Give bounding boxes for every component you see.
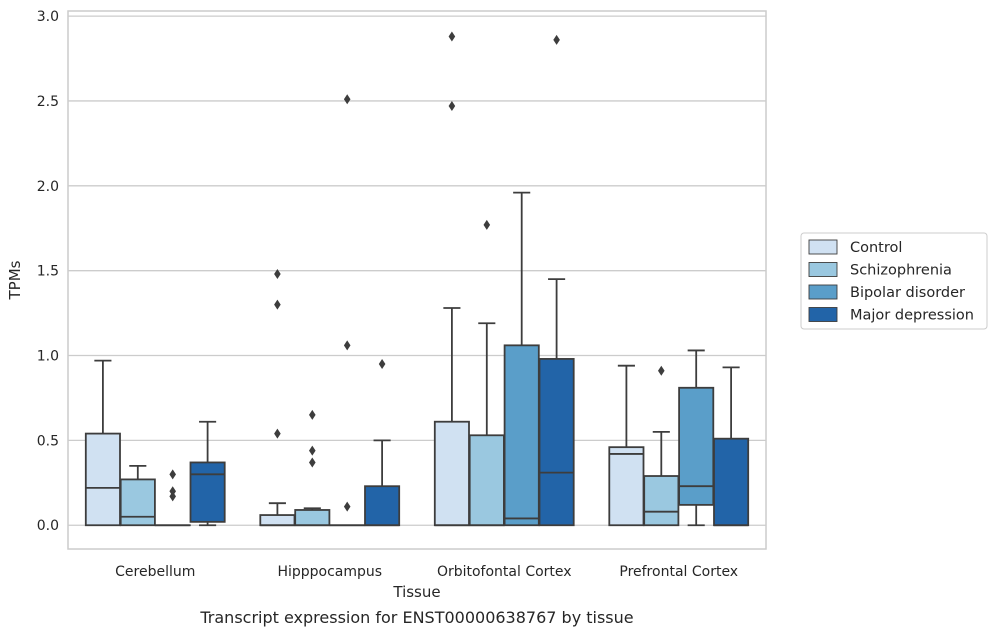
- box-body: [713, 437, 750, 527]
- x-tick-label: Hipppocampus: [277, 564, 382, 580]
- y-axis-label: TPMs: [6, 260, 24, 300]
- outlier-point: [378, 359, 386, 370]
- y-tick-label: 1.5: [37, 264, 59, 280]
- legend-label: Major depression: [850, 308, 974, 324]
- outlier-point: [274, 299, 281, 310]
- box-bipolar-disorder: [678, 349, 715, 527]
- box-layer: [84, 31, 750, 527]
- box-schizophrenia: [119, 464, 156, 527]
- outlier-point: [309, 445, 316, 456]
- legend-label: Schizophrenia: [850, 263, 952, 279]
- box-bipolar-disorder: [154, 469, 191, 527]
- box-major-depression: [713, 366, 750, 527]
- box-major-depression: [538, 34, 575, 527]
- y-tick-label: 0.0: [37, 518, 59, 534]
- box-body: [538, 358, 575, 527]
- box-body: [643, 475, 680, 527]
- outlier-point: [169, 486, 176, 497]
- box-major-depression: [364, 359, 401, 527]
- box-bipolar-disorder: [329, 94, 366, 527]
- box-body: [189, 461, 226, 523]
- box-schizophrenia: [294, 409, 331, 527]
- outlier-point: [169, 469, 176, 480]
- outlier-point: [658, 365, 665, 376]
- x-tick-label: Cerebellum: [115, 564, 195, 580]
- box-body: [678, 386, 715, 506]
- outlier-point: [343, 340, 351, 351]
- box-body: [468, 434, 505, 527]
- outlier-point: [274, 428, 281, 439]
- y-tick-label: 1.0: [37, 349, 59, 365]
- figure-caption: Transcript expression for ENST0000063876…: [199, 608, 633, 627]
- legend-label: Bipolar disorder: [850, 285, 965, 301]
- y-tick-label: 2.5: [37, 94, 59, 110]
- box-control: [259, 269, 296, 527]
- box-body: [84, 432, 121, 527]
- box-body: [608, 446, 645, 527]
- outlier-point: [553, 34, 560, 45]
- box-schizophrenia: [643, 365, 680, 527]
- x-tick-label: Orbitofontal Cortex: [437, 564, 572, 580]
- outlier-point: [483, 219, 491, 230]
- legend-swatch: [808, 284, 838, 300]
- box-body: [294, 509, 331, 527]
- box-control: [433, 31, 470, 527]
- outlier-point: [309, 457, 316, 468]
- legend-frame: [800, 232, 988, 330]
- box-body: [259, 514, 296, 527]
- y-tick-label: 2.0: [37, 179, 59, 195]
- y-tick-label: 0.5: [37, 433, 59, 449]
- legend-swatch: [808, 262, 838, 277]
- outlier-point: [309, 409, 316, 420]
- legend: Control Schizophrenia Bipolar disorder Majo…: [800, 232, 988, 330]
- box-control: [84, 359, 121, 527]
- box-body: [119, 478, 156, 527]
- box-major-depression: [189, 420, 226, 527]
- outlier-point: [448, 101, 456, 112]
- box-body: [433, 420, 470, 527]
- legend-label: Control: [850, 240, 902, 256]
- x-axis-ticks: Cerebellum Hipppocampus Orbitofontal Corte…: [115, 564, 738, 580]
- legend-swatch: [808, 307, 838, 322]
- box-body: [503, 344, 540, 527]
- outlier-point: [274, 269, 281, 280]
- outlier-point: [343, 501, 351, 512]
- outlier-point: [448, 31, 456, 42]
- outlier-point: [169, 491, 176, 502]
- box-bipolar-disorder: [503, 191, 540, 527]
- outlier-point: [343, 94, 351, 105]
- box-body: [364, 485, 401, 527]
- legend-swatch: [808, 239, 838, 255]
- x-tick-label: Prefrontal Cortex: [619, 564, 738, 580]
- y-axis-ticks: 0.0 0.5 1.0 1.5 2.0 2.5 3.0: [37, 9, 59, 534]
- box-schizophrenia: [468, 219, 505, 527]
- x-axis-label: Tissue: [392, 583, 440, 601]
- box-control: [608, 364, 645, 527]
- y-tick-label: 3.0: [37, 9, 59, 25]
- plot-frame: [67, 10, 767, 550]
- grid-lines: [68, 15, 766, 526]
